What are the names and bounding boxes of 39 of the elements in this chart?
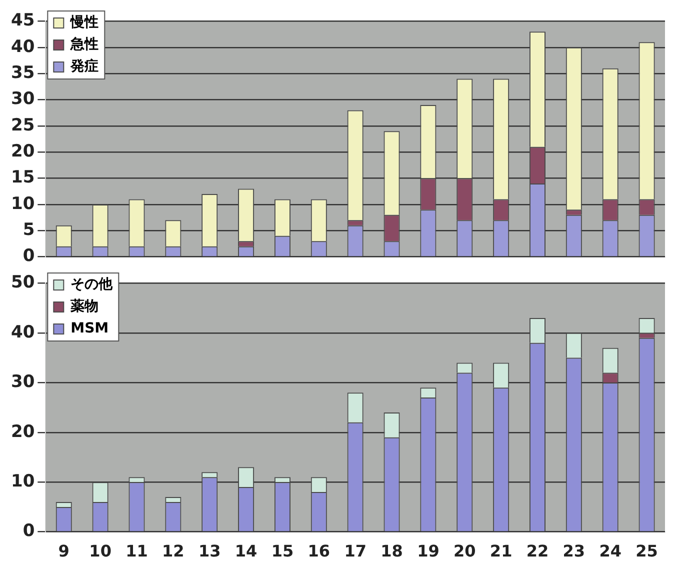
x-tick-label: 16 <box>308 542 330 561</box>
x-tick-label: 21 <box>490 542 512 561</box>
x-tick-label: 23 <box>562 542 586 561</box>
y-tick-label: 40 <box>10 322 35 342</box>
x-tick-label: 13 <box>198 542 221 561</box>
legend-label: 発症 <box>70 58 99 75</box>
x-tick-label: 9 <box>58 542 70 561</box>
y-tick-label: 10 <box>10 472 35 492</box>
x-tick-label: 12 <box>162 542 184 561</box>
y-tick-label: 50 <box>10 272 35 293</box>
y-tick-label: 15 <box>10 168 35 188</box>
x-tick-label: 11 <box>126 542 148 561</box>
y-tick-label: 0 <box>22 246 35 266</box>
legend-label: MSM <box>70 320 109 337</box>
y-tick-label: 20 <box>10 422 35 442</box>
y-tick-label: 35 <box>10 62 35 83</box>
y-tick-label: 20 <box>10 142 35 162</box>
y-tick-label: 25 <box>10 115 35 136</box>
y-tick-label: 30 <box>10 372 35 392</box>
x-tick-label: 10 <box>89 542 112 561</box>
x-tick-label: 22 <box>526 542 549 561</box>
legend-label: その他 <box>70 276 114 293</box>
y-tick-label: 10 <box>10 194 35 214</box>
x-tick-label: 17 <box>344 542 366 561</box>
legend-label: 慢性 <box>70 14 99 31</box>
x-tick-label: 20 <box>453 542 476 561</box>
x-tick-label: 19 <box>417 542 440 561</box>
y-tick-label: 30 <box>10 89 35 110</box>
y-tick-label: 5 <box>22 220 35 240</box>
y-tick-label: 0 <box>22 521 35 542</box>
legend-label: 急性 <box>70 36 99 53</box>
x-tick-label: 24 <box>599 542 622 561</box>
x-tick-label: 18 <box>380 542 403 561</box>
y-tick-label: 45 <box>10 10 35 31</box>
x-tick-label: 15 <box>271 542 294 561</box>
x-tick-label: 25 <box>636 542 658 561</box>
x-tick-label: 14 <box>234 542 258 561</box>
legend-label: 薬物 <box>70 298 99 315</box>
y-tick-label: 40 <box>10 36 35 57</box>
